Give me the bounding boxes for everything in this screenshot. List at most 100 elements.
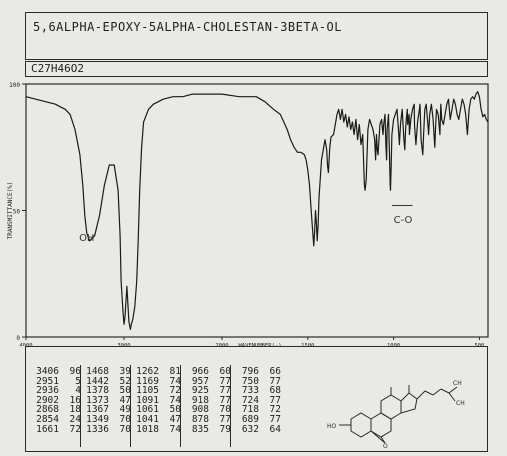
peak-transmittance: 68 xyxy=(269,385,281,397)
peak-row: 1336 70 xyxy=(84,423,131,435)
methyl-label-1: CH xyxy=(453,380,462,387)
peak-transmittance: 60 xyxy=(219,366,231,377)
peak-wavenumber: 1378 xyxy=(86,385,109,397)
peak-wavenumber: 718 xyxy=(241,404,259,416)
peak-column: 796 66 750 77 733 68 724 77 718 72 689 77 632 64 xyxy=(234,367,281,434)
peak-wavenumber: 2951 xyxy=(36,375,59,387)
peak-wavenumber: 908 xyxy=(191,404,209,416)
peak-column: 1262 81 1169 74 1105 72 1091 74 1061 50 1041 47 1018… xyxy=(134,367,181,434)
peak-table: 3406 96 2951 5 2936 4 2902 16 2868 18 2854 24 1661 72… xyxy=(25,346,488,452)
peak-column: 3406 96 2951 5 2936 4 2902 16 2868 18 2854 24 1661 72 xyxy=(34,367,81,434)
peak-wavenumber: 925 xyxy=(191,385,209,397)
peak-wavenumber: 1041 xyxy=(136,413,159,425)
peak-transmittance: 81 xyxy=(169,366,181,377)
x-tick-label: 3000 xyxy=(117,343,130,346)
methyl-label-2: CH xyxy=(456,400,465,407)
y-tick-label: 100 xyxy=(9,82,20,89)
peak-row: 908 70 xyxy=(184,405,231,415)
peak-transmittance: 77 xyxy=(269,394,281,406)
peak-transmittance: 18 xyxy=(69,404,81,416)
peak-wavenumber: 1105 xyxy=(136,385,159,397)
peak-wavenumber: 1349 xyxy=(86,413,109,425)
peak-wavenumber: 2868 xyxy=(36,404,59,416)
peak-wavenumber: 1262 xyxy=(136,366,159,377)
y-tick-label: 50 xyxy=(13,209,21,216)
peak-row: 1105 72 xyxy=(134,386,181,396)
peak-wavenumber: 689 xyxy=(241,413,259,425)
x-axis-label: WAVENUMBER(-) xyxy=(238,343,281,346)
x-tick-label: 1500 xyxy=(301,343,314,346)
peak-transmittance: 72 xyxy=(269,404,281,416)
peak-transmittance: 39 xyxy=(119,366,131,377)
peak-transmittance: 64 xyxy=(269,423,281,435)
peak-row: 2951 5 xyxy=(34,375,81,387)
peak-wavenumber: 2936 xyxy=(36,385,59,397)
peak-transmittance: 74 xyxy=(169,423,181,435)
peak-row: 966 60 xyxy=(184,367,231,377)
peak-row: 3406 96 xyxy=(34,367,81,377)
formula-box: C27H46O2 xyxy=(25,61,488,77)
peak-wavenumber: 3406 xyxy=(36,366,59,377)
peak-wavenumber: 2854 xyxy=(36,413,59,425)
peak-wavenumber: 966 xyxy=(191,366,209,377)
peak-transmittance: 5 xyxy=(75,375,81,387)
annotation-oh: OH xyxy=(79,233,94,244)
peak-column: 1468 39 1442 52 1378 50 1373 47 1367 49 1349 70 1336… xyxy=(84,367,131,434)
peak-row: 796 66 xyxy=(234,367,281,377)
peak-transmittance: 47 xyxy=(169,413,181,425)
hydroxyl-group-label: HO xyxy=(327,423,337,430)
peak-row: 2868 18 xyxy=(34,405,81,415)
peak-transmittance: 77 xyxy=(269,413,281,425)
peak-row: 1373 47 xyxy=(84,396,131,406)
peak-row: 2854 24 xyxy=(34,415,81,425)
steroid-structure-drawing: HO O CH CH xyxy=(327,380,465,449)
epoxide-oxygen-label: O xyxy=(383,443,388,449)
peak-wavenumber: 1061 xyxy=(136,404,159,416)
peak-wavenumber: 632 xyxy=(241,423,259,435)
peak-row: 1018 74 xyxy=(134,423,181,435)
peak-column: 966 60 957 77 925 77 918 77 908 70 878 77 835 79 xyxy=(184,367,231,434)
peak-row: 2936 4 xyxy=(34,386,81,396)
peak-transmittance: 70 xyxy=(119,423,131,435)
peak-transmittance: 47 xyxy=(119,394,131,406)
x-tick-label: 2000 xyxy=(215,343,228,346)
peak-row: 2902 16 xyxy=(34,396,81,406)
peak-transmittance: 77 xyxy=(269,375,281,387)
peak-row: 1091 74 xyxy=(134,396,181,406)
peak-row: 1468 39 xyxy=(84,367,131,377)
compound-title-box: 5,6ALPHA-EPOXY-5ALPHA-CHOLESTAN-3BETA-OL xyxy=(25,12,488,60)
peak-row: 957 77 xyxy=(184,375,231,387)
peak-row: 689 77 xyxy=(234,415,281,425)
peak-column-divider xyxy=(180,365,181,447)
peak-transmittance: 50 xyxy=(169,404,181,416)
plot-frame xyxy=(25,83,489,338)
peak-transmittance: 79 xyxy=(219,423,231,435)
peak-transmittance: 77 xyxy=(219,385,231,397)
peak-transmittance: 77 xyxy=(219,375,231,387)
peak-transmittance: 16 xyxy=(69,394,81,406)
peak-transmittance: 70 xyxy=(219,404,231,416)
spectrum-trace xyxy=(25,91,489,330)
peak-transmittance: 50 xyxy=(119,385,131,397)
peak-column-divider xyxy=(130,365,131,447)
peak-row: 1378 50 xyxy=(84,386,131,396)
peak-row: 1367 49 xyxy=(84,405,131,415)
peak-transmittance: 24 xyxy=(69,413,81,425)
peak-wavenumber: 1373 xyxy=(86,394,109,406)
peak-row: 724 77 xyxy=(234,396,281,406)
peak-wavenumber: 1336 xyxy=(86,423,109,435)
peak-row: 733 68 xyxy=(234,386,281,396)
peak-transmittance: 74 xyxy=(169,375,181,387)
x-tick-label: 4000 xyxy=(19,343,32,346)
peak-wavenumber: 918 xyxy=(191,394,209,406)
peak-row: 750 77 xyxy=(234,375,281,387)
peak-transmittance: 72 xyxy=(69,423,81,435)
compound-title: 5,6ALPHA-EPOXY-5ALPHA-CHOLESTAN-3BETA-OL xyxy=(33,20,342,34)
peak-wavenumber: 2902 xyxy=(36,394,59,406)
peak-transmittance: 4 xyxy=(75,385,81,397)
peak-wavenumber: 878 xyxy=(191,413,209,425)
peak-row: 1349 70 xyxy=(84,415,131,425)
annotation-c-o: C-O xyxy=(394,215,413,226)
peak-wavenumber: 750 xyxy=(241,375,259,387)
